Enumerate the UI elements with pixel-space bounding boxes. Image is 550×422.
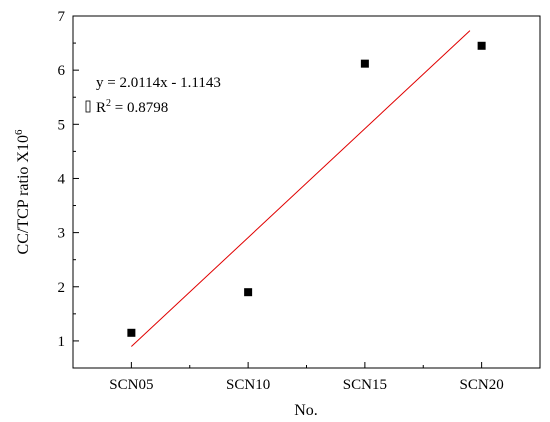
data-point-SCN20 [477,41,486,50]
y-tick-label-6: 6 [58,63,66,79]
y-axis-ticks: 1 2 3 4 5 6 7 [58,9,79,369]
x-tick-label-SCN10: SCN10 [226,377,270,393]
data-point-SCN10 [244,288,253,297]
y-tick-label-7: 7 [58,9,66,25]
r2-marker-glyph [85,100,91,113]
plot-frame [72,15,541,369]
fit-line [131,30,471,347]
x-axis-ticks: SCN05 SCN10 SCN15 SCN20 [72,362,541,393]
data-point-SCN15 [360,59,369,68]
x-tick-label-SCN15: SCN15 [343,377,387,393]
y-tick-label-2: 2 [58,280,66,296]
x-tick-label-SCN05: SCN05 [109,377,153,393]
r2-superscript: 2 [106,98,111,109]
y-tick-label-5: 5 [58,117,66,133]
data-points [127,41,486,337]
fit-r-squared: R2 = 0.8798 [96,98,168,116]
y-tick-label-3: 3 [58,226,66,242]
x-axis-label: No. [294,402,318,419]
x-tick-label-SCN20: SCN20 [460,377,504,393]
fit-equation: y = 2.0114x - 1.1143 [96,75,221,91]
y-axis-label-exponent: 6 [13,129,25,135]
y-tick-label-1: 1 [58,334,66,350]
fit-line-group [131,30,471,347]
y-tick-label-4: 4 [58,171,66,187]
data-point-SCN05 [127,328,136,337]
y-axis-label: CC/TCP ratio X106 [13,129,32,254]
